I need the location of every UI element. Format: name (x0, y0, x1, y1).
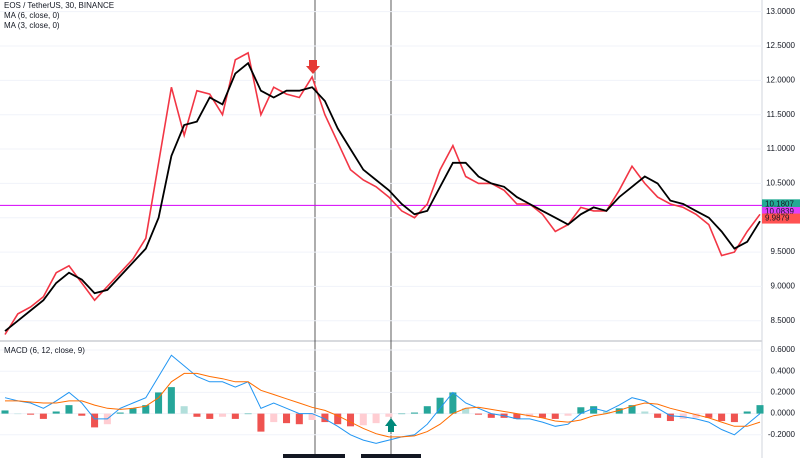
histogram-bar (321, 413, 329, 423)
histogram-bar (692, 413, 700, 418)
histogram-bar (730, 413, 738, 423)
y-tick-label: 12.0000 (766, 75, 795, 84)
histogram-bar (756, 405, 764, 414)
histogram-bar (551, 413, 559, 419)
time-highlight (283, 454, 345, 458)
histogram-bar (65, 405, 73, 414)
y-tick-label: -0.2000 (768, 430, 796, 439)
histogram-bar (628, 405, 636, 414)
histogram-bar (487, 413, 495, 418)
histogram-bar (641, 411, 649, 414)
histogram-bar (398, 413, 406, 415)
price-label-box (762, 206, 800, 217)
price-label-box (762, 213, 800, 224)
histogram-bar (602, 411, 610, 414)
histogram-bar (385, 413, 393, 417)
histogram-bar (538, 413, 546, 418)
series-line (4, 51, 761, 335)
y-tick-label: 9.5000 (771, 247, 796, 256)
price-label: 10.0839 (765, 207, 794, 216)
histogram-bar (91, 413, 99, 428)
histogram-bar (334, 413, 342, 425)
price-label: 9.9879 (765, 214, 790, 223)
y-tick-label: 10.5000 (766, 179, 795, 188)
histogram-bar (666, 413, 674, 422)
time-highlight (361, 454, 421, 458)
histogram-bar (410, 412, 419, 414)
histogram-bar (167, 387, 175, 414)
plot-layer: 8.50009.00009.500010.000010.500011.00001… (0, 7, 800, 444)
y-tick-label: 0.4000 (771, 366, 796, 375)
series-line (4, 354, 761, 444)
legend-entry: MA (6, close, 0) (4, 11, 60, 20)
histogram-bar (244, 413, 252, 415)
histogram-bar (346, 413, 355, 427)
histogram-bar (679, 413, 687, 419)
y-tick-label: 0.0000 (771, 409, 796, 418)
histogram-bar (142, 405, 150, 414)
histogram-bar (743, 411, 751, 414)
macd-title: MACD (6, 12, close, 9) (4, 346, 85, 355)
y-tick-label: 0.2000 (771, 388, 796, 397)
histogram-bar (193, 413, 201, 417)
y-tick-label: 11.0000 (767, 144, 796, 153)
histogram-bar (462, 408, 470, 414)
histogram-bar (155, 392, 163, 414)
histogram-bar (129, 408, 137, 414)
histogram-bar (564, 413, 572, 416)
histogram-bar (423, 406, 431, 414)
series-line (5, 372, 761, 438)
histogram-bar (39, 413, 47, 419)
histogram-bar (206, 413, 214, 419)
histogram-bar (513, 413, 521, 419)
histogram-bar (705, 413, 713, 418)
series-line (4, 61, 761, 332)
histogram-bar (359, 413, 367, 426)
y-tick-label: 0.6000 (771, 345, 796, 354)
chart-title: EOS / TetherUS, 30, BINANCE (4, 1, 114, 10)
histogram-bar (615, 408, 623, 414)
histogram-bar (590, 406, 598, 414)
y-tick-label: 13.0000 (766, 7, 795, 16)
histogram-bar (449, 392, 457, 414)
histogram-bar (654, 413, 662, 418)
histogram-bar (577, 407, 585, 414)
histogram-bar (78, 413, 86, 416)
price-label: 10.1807 (765, 199, 794, 208)
histogram-bar (219, 413, 227, 417)
histogram-bar (52, 411, 60, 414)
y-tick-label: 9.0000 (771, 282, 796, 291)
histogram-bar (231, 413, 239, 419)
histogram-bar (27, 413, 35, 415)
histogram-bar (308, 413, 316, 420)
buy-arrow (385, 418, 397, 432)
histogram-bar (474, 413, 482, 415)
histogram-bar (718, 413, 726, 422)
histogram-bar (295, 413, 303, 425)
histogram-bar (372, 413, 380, 424)
histogram-bar (436, 397, 444, 414)
y-tick-label: 12.5000 (766, 41, 795, 50)
sell-arrow (306, 60, 320, 74)
histogram-bar (257, 413, 265, 432)
histogram-bar (116, 412, 124, 414)
histogram-bar (180, 406, 188, 414)
y-tick-label: 8.5000 (771, 316, 796, 325)
y-tick-label: 11.5000 (767, 110, 796, 119)
histogram-bar (270, 413, 278, 423)
histogram-bar (283, 413, 291, 424)
histogram-bar (14, 413, 22, 415)
legend-entry: MA (3, close, 0) (4, 21, 60, 30)
histogram-bar (1, 410, 9, 414)
